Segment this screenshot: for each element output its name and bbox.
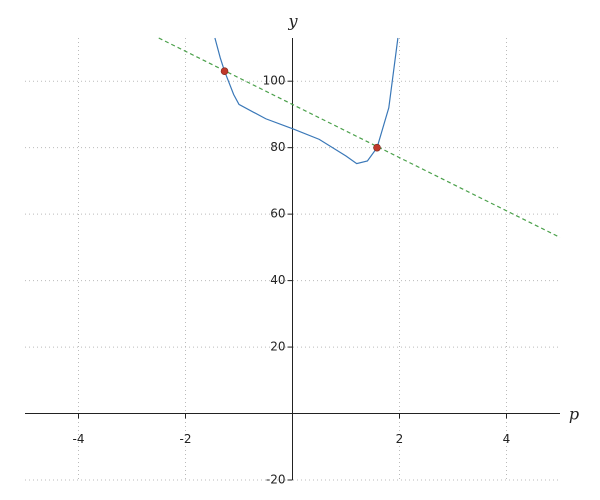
x-tick-label: -2 (180, 432, 192, 446)
y-tick-label: 60 (270, 207, 285, 221)
intersection-point (220, 67, 229, 76)
y-tick-label: 20 (270, 340, 285, 354)
y-axis-label: y (287, 12, 298, 31)
x-tick-label: 4 (503, 432, 511, 446)
y-tick-label: 100 (263, 74, 286, 88)
y-tick-label: 40 (270, 273, 285, 287)
x-tick-label: 2 (396, 432, 404, 446)
x-axis-label: p (569, 405, 579, 424)
curve (214, 37, 399, 165)
dashed-line (158, 37, 561, 238)
y-tick-label: 80 (270, 140, 285, 154)
x-tick-label: -4 (73, 432, 85, 446)
y-tick-label: -20 (266, 473, 286, 487)
intersection-point (373, 143, 381, 152)
